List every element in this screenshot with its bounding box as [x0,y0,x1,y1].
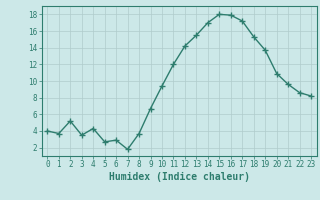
X-axis label: Humidex (Indice chaleur): Humidex (Indice chaleur) [109,172,250,182]
